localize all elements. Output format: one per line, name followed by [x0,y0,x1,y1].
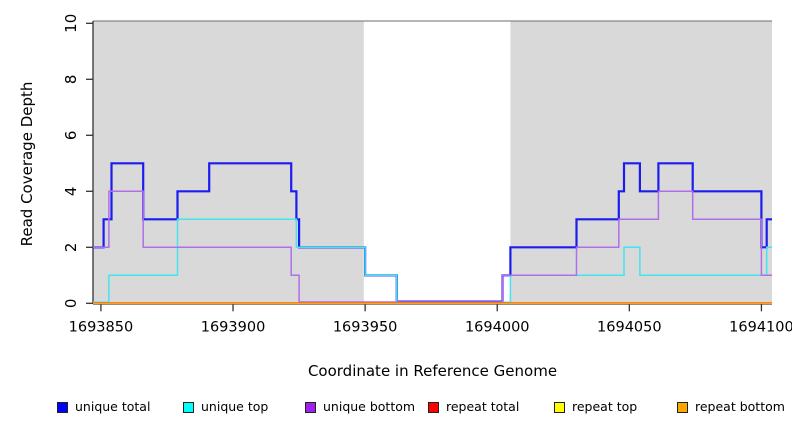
y-tick-label: 4 [62,187,80,197]
x-tick-label: 1693950 [333,319,398,335]
y-tick-label: 8 [62,75,80,85]
x-tick-label: 1694100 [729,319,792,335]
legend-swatch-icon [183,401,194,413]
legend-label: repeat top [572,399,638,414]
legend-swatch-icon [677,401,688,413]
y-tick-label: 0 [62,299,80,309]
series-unique-top [93,218,772,303]
x-axis-title: Coordinate in Reference Genome [307,362,558,380]
legend: unique total unique top unique bottom repea… [0,398,792,420]
legend-label: unique bottom [323,399,416,414]
legend-item-unique-top: unique top [183,398,268,416]
x-tick-label: 1694050 [597,319,662,335]
series-unique-bottom [93,190,772,303]
legend-label: repeat total [446,399,520,414]
legend-item-repeat-top: repeat top [554,398,637,416]
legend-swatch-icon [554,401,565,413]
y-tick-label: 2 [62,243,80,253]
x-tick-label: 1694000 [465,319,530,335]
y-tick-label: 10 [62,14,80,33]
shaded-region [510,21,772,304]
legend-label: unique top [201,399,269,414]
legend-swatch-icon [57,401,68,413]
y-axis-title: Read Coverage Depth [18,81,36,247]
legend-item-unique-bottom: unique bottom [305,398,415,416]
y-tick-label: 6 [62,131,80,141]
legend-item-unique-total: unique total [57,398,150,416]
x-tick-label: 1693900 [201,319,266,335]
legend-label: repeat bottom [695,399,785,414]
legend-swatch-icon [305,401,316,413]
x-tick-label: 1693850 [69,319,134,335]
legend-item-repeat-bottom: repeat bottom [677,398,785,416]
legend-label: unique total [75,399,151,414]
legend-item-repeat-total: repeat total [428,398,519,416]
legend-swatch-icon [428,401,439,413]
